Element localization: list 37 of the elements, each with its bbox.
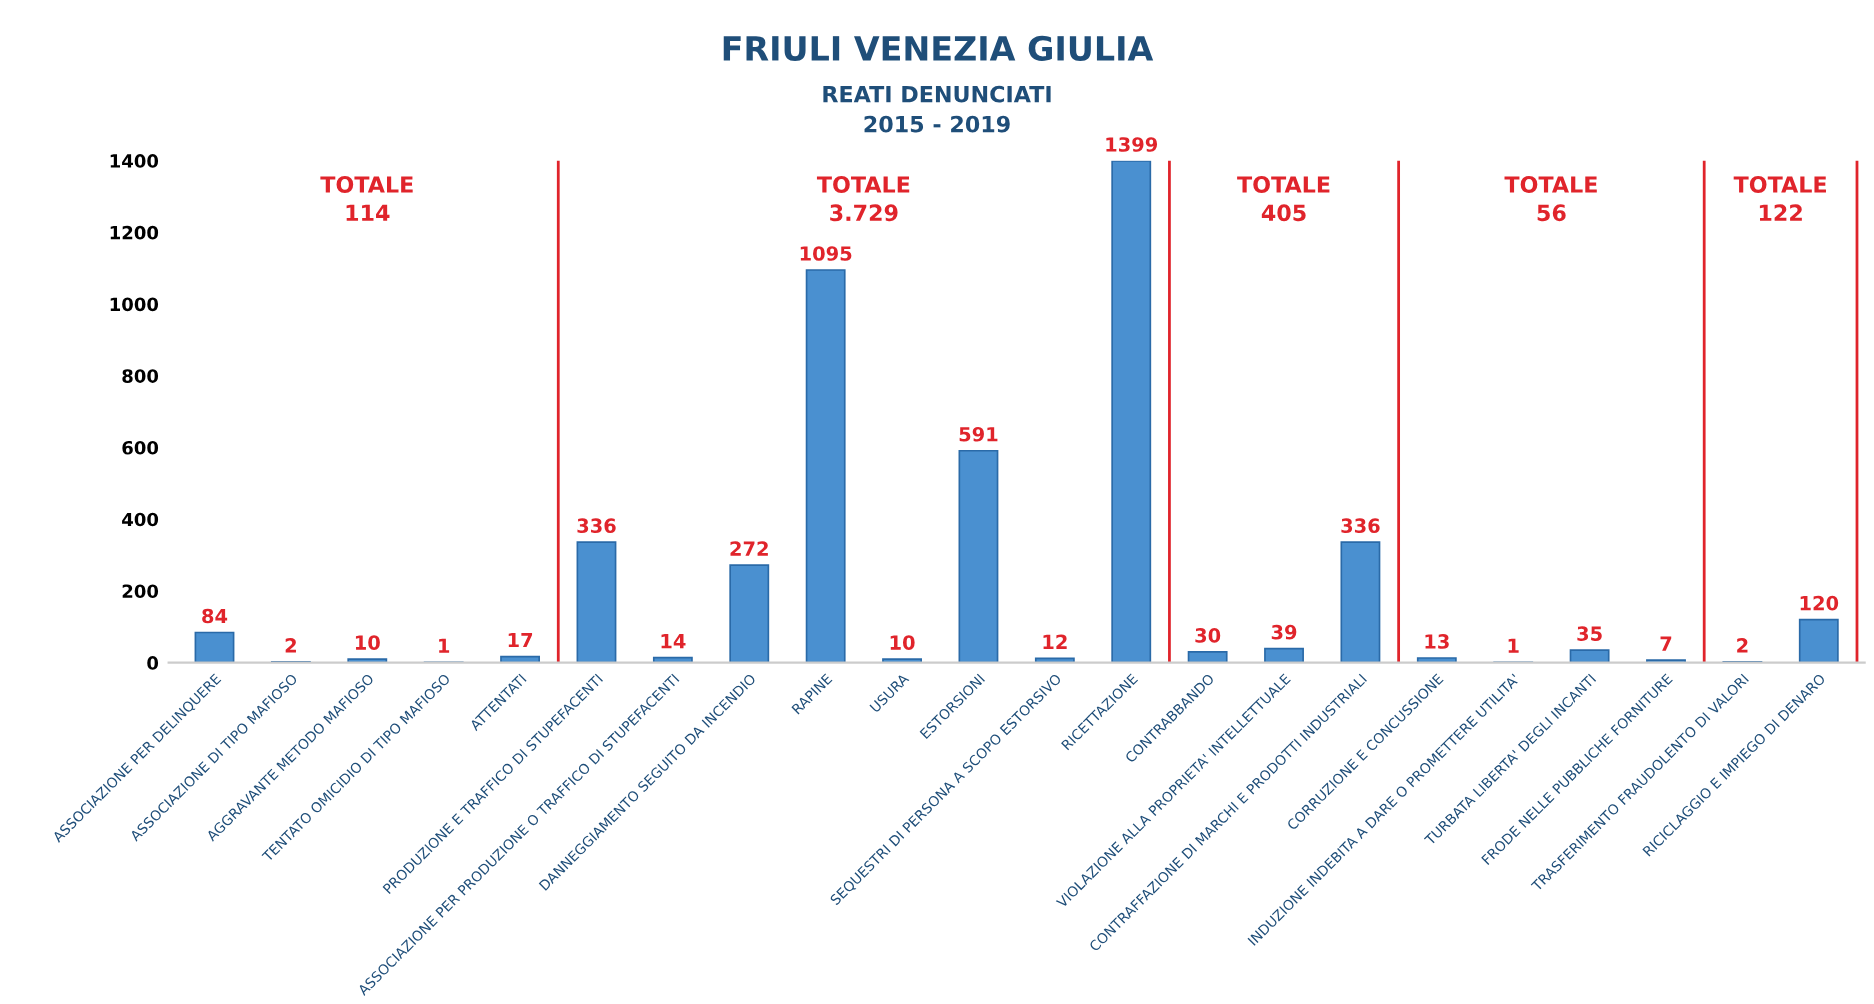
- data-label: 2: [285, 638, 296, 653]
- chart-subtitle: REATI DENUNCIATI 2015 - 2019: [823, 85, 1051, 133]
- y-tick-label: 1400: [110, 154, 159, 168]
- data-label: 10: [355, 635, 380, 650]
- annotation: TOTALE 56: [1504, 176, 1597, 222]
- y-tick-label: 200: [122, 584, 159, 599]
- data-label: 1095: [800, 246, 852, 261]
- data-label: 84: [202, 608, 228, 624]
- y-tick-label: 1000: [110, 297, 159, 312]
- data-label: 1399: [1106, 137, 1158, 152]
- data-label: 120: [1800, 595, 1839, 611]
- data-label: 14: [661, 634, 686, 649]
- y-tick-label: 400: [122, 512, 159, 527]
- annotation: TOTALE 114: [320, 176, 413, 221]
- y-tick-label: 0: [147, 656, 159, 670]
- data-label: 10: [890, 635, 915, 650]
- data-label: 2: [1737, 638, 1748, 653]
- y-tick-label: 1200: [110, 225, 159, 240]
- data-label: 13: [1425, 634, 1449, 649]
- data-label: 336: [1341, 518, 1380, 534]
- data-label: 35: [1577, 626, 1602, 641]
- data-label: 30: [1195, 628, 1221, 643]
- data-label: 12: [1043, 634, 1067, 649]
- data-label: 1: [439, 638, 450, 653]
- data-label: 17: [508, 632, 533, 648]
- data-label: 1: [1508, 638, 1519, 653]
- data-label: 7: [1660, 636, 1672, 651]
- chart-title: FRIULI VENEZIA GIULIA: [723, 35, 1154, 61]
- annotation: TOTALE 122: [1733, 176, 1826, 221]
- data-label: 591: [959, 426, 998, 442]
- annotation: TOTALE 405: [1237, 176, 1330, 222]
- y-tick-label: 800: [122, 369, 159, 383]
- data-label: 39: [1271, 624, 1297, 640]
- data-label: 272: [730, 541, 768, 556]
- data-label: 336: [577, 518, 616, 534]
- y-tick-label: 600: [122, 440, 159, 455]
- annotation: TOTALE 3.729: [816, 176, 910, 222]
